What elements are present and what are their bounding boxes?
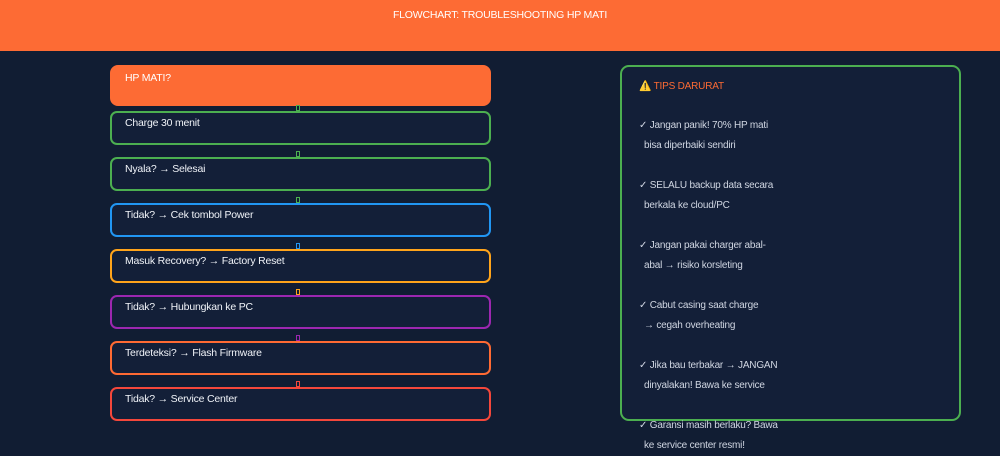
flow-step-service-center: Tidak? → Service Center [110,387,491,421]
arrow-down-icon [296,335,300,341]
tips-title: ⚠️ TIPS DARURAT [639,81,724,92]
arrow-down-icon [296,197,300,203]
flow-step-label: Tidak? → Cek tombol Power [125,209,254,221]
page-title: FLOWCHART: TROUBLESHOOTING HP MATI [392,9,608,21]
tip-item: ✓ Cabut casing saat charge → cegah overh… [639,296,759,336]
flow-step-label: Charge 30 menit [125,117,200,129]
flow-step-charge: Charge 30 menit [110,111,491,145]
flow-step-label: Nyala? → Selesai [125,163,206,175]
tip-line: ✓ Jangan panik! 70% HP mati [639,120,768,131]
header-bar [0,0,1000,51]
flow-start-node: HP MATI? [110,65,491,106]
tip-line: ✓ Garansi masih berlaku? Bawa [639,420,778,431]
arrow-down-icon [296,151,300,157]
tip-item: ✓ Jangan pakai charger abal- abal → risi… [639,236,766,276]
tip-line: ✓ Jika bau terbakar → JANGAN [639,360,778,371]
tip-line: ✓ Cabut casing saat charge [639,300,759,311]
tip-item: ✓ Garansi masih berlaku? Bawa ke service… [639,416,778,456]
flow-step-cek-power: Tidak? → Cek tombol Power [110,203,491,237]
flow-step-label: Tidak? → Service Center [125,393,238,405]
flow-step-flash-firmware: Terdeteksi? → Flash Firmware [110,341,491,375]
flow-start-label: HP MATI? [125,72,171,84]
tip-item: ✓ SELALU backup data secara berkala ke c… [639,176,773,216]
tip-line: dinyalakan! Bawa ke service [644,380,765,391]
tip-line: berkala ke cloud/PC [644,200,730,211]
tip-line: ✓ SELALU backup data secara [639,180,774,191]
tip-line: abal → risiko korsleting [644,260,743,271]
tip-line: ✓ Jangan pakai charger abal- [639,240,766,251]
tip-line: bisa diperbaiki sendiri [644,140,736,151]
tip-item: ✓ Jika bau terbakar → JANGAN dinyalakan!… [639,356,778,396]
flow-step-hubungkan-pc: Tidak? → Hubungkan ke PC [110,295,491,329]
flow-step-recovery: Masuk Recovery? → Factory Reset [110,249,491,283]
tip-line: → cegah overheating [644,320,736,331]
arrow-down-icon [296,381,300,387]
tips-panel [620,65,961,421]
flow-step-nyala: Nyala? → Selesai [110,157,491,191]
flow-step-label: Masuk Recovery? → Factory Reset [125,255,285,267]
arrow-down-icon [296,105,300,111]
tip-line: ke service center resmi! [644,440,745,451]
flow-step-label: Tidak? → Hubungkan ke PC [125,301,253,313]
arrow-down-icon [296,243,300,249]
arrow-down-icon [296,289,300,295]
flow-step-label: Terdeteksi? → Flash Firmware [125,347,262,359]
tip-item: ✓ Jangan panik! 70% HP mati bisa diperba… [639,116,768,156]
